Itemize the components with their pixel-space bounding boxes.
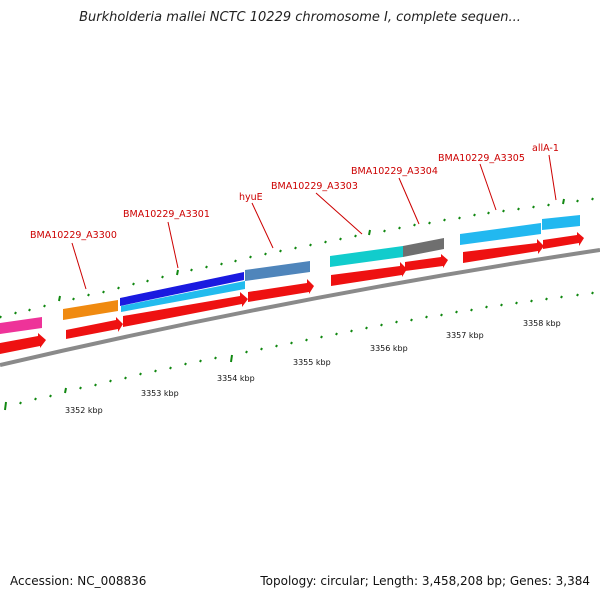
gene-bar-pink[interactable] [0,317,42,334]
map-title: Burkholderia mallei NCTC 10229 chromosom… [79,10,521,25]
gene-label: hyuE [239,192,263,203]
accession-text: Accession: NC_008836 [10,574,147,588]
gene-bar-sky-2[interactable] [542,215,580,230]
cds-arrow[interactable] [0,333,46,354]
scale-labels: 3352 kbp 3353 kbp 3354 kbp 3355 kbp 3356… [65,319,561,415]
gene-bar-sky[interactable] [460,223,541,245]
gene-bar-orange[interactable] [63,300,118,320]
lower-tick-track [4,291,594,411]
label-leaders [71,154,557,290]
scale-label: 3352 kbp [65,406,103,415]
upper-tick-track [0,197,594,319]
gene-labels: BMA10229_A3300 BMA10229_A3301 hyuE BMA10… [30,143,559,241]
cds-arrow[interactable] [405,254,448,271]
gene-label: BMA10229_A3301 [123,209,210,220]
scale-label: 3357 kbp [446,331,484,340]
cds-arrows [0,232,584,354]
gene-bar-blue[interactable] [120,272,244,306]
gene-bar-teal[interactable] [330,246,403,267]
cds-arrow[interactable] [331,262,407,286]
gene-bar-gray[interactable] [403,238,444,257]
gene-bar-steelblue[interactable] [245,261,310,281]
scale-label: 3355 kbp [293,358,331,367]
genome-backbone [0,248,600,367]
cds-arrow[interactable] [248,279,314,302]
gene-label: BMA10229_A3303 [271,181,358,192]
cds-arrow[interactable] [543,232,584,249]
scale-label: 3356 kbp [370,344,408,353]
gene-bars [0,215,580,334]
scale-label: 3354 kbp [217,374,255,383]
gene-label: allA-1 [532,143,559,154]
gene-label: BMA10229_A3304 [351,166,438,177]
gene-label: BMA10229_A3300 [30,230,117,241]
cds-arrow[interactable] [66,317,123,339]
cds-arrow[interactable] [123,292,248,327]
gene-bar-lightblue[interactable] [121,281,245,312]
scale-label: 3353 kbp [141,389,179,398]
gene-label: BMA10229_A3305 [438,153,525,164]
cds-arrow[interactable] [463,239,544,263]
topology-summary: Topology: circular; Length: 3,458,208 bp… [260,574,590,588]
scale-label: 3358 kbp [523,319,561,328]
